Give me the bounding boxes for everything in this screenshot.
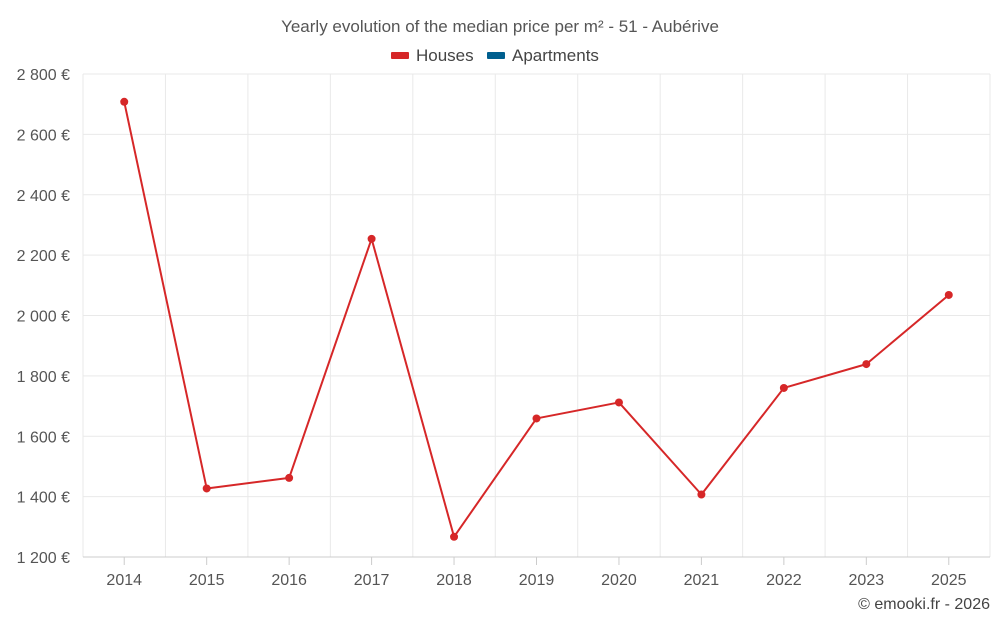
x-tick-label: 2015 <box>189 572 225 589</box>
legend-item-houses[interactable]: Houses <box>391 46 474 65</box>
data-point-houses[interactable] <box>779 383 788 392</box>
data-point-houses[interactable] <box>120 97 129 106</box>
y-tick-label: 2 200 € <box>17 248 70 265</box>
x-tick-label: 2022 <box>766 572 802 589</box>
y-tick-label: 1 800 € <box>17 369 70 386</box>
x-tick-label: 2014 <box>106 572 142 589</box>
data-point-houses[interactable] <box>285 473 294 482</box>
x-tick-label: 2018 <box>436 572 472 589</box>
x-tick-label: 2017 <box>354 572 390 589</box>
y-tick-label: 2 600 € <box>17 127 70 144</box>
x-tick-label: 2025 <box>931 572 967 589</box>
y-tick-label: 1 600 € <box>17 429 70 446</box>
y-tick-label: 1 400 € <box>17 490 70 507</box>
legend-item-apartments[interactable]: Apartments <box>487 46 599 65</box>
x-axis: 2014 2015 2016 2017 2018 2019 2020 2021 2022 2023… <box>83 556 990 589</box>
data-point-houses[interactable] <box>202 484 211 493</box>
credit-text: © emooki.fr - 2026 <box>858 596 990 613</box>
data-point-houses[interactable] <box>450 532 459 541</box>
y-tick-label: 2 000 € <box>17 309 70 326</box>
legend-swatch-houses <box>391 52 409 59</box>
data-point-houses[interactable] <box>697 490 706 499</box>
gridlines <box>82 73 991 557</box>
legend-label-apartments: Apartments <box>512 46 599 65</box>
data-point-houses[interactable] <box>532 414 541 423</box>
y-tick-label: 1 200 € <box>17 550 70 567</box>
legend-label-houses: Houses <box>416 46 474 65</box>
x-tick-label: 2016 <box>271 572 307 589</box>
chart-title: Yearly evolution of the median price per… <box>281 17 719 36</box>
x-tick-label: 2021 <box>684 572 720 589</box>
data-point-houses[interactable] <box>367 234 376 243</box>
y-axis: 1 200 € 1 400 € 1 600 € 1 800 € 2 000 € 2 200… <box>17 67 70 567</box>
x-tick-label: 2020 <box>601 572 637 589</box>
y-tick-label: 2 400 € <box>17 188 70 205</box>
x-tick-label: 2023 <box>849 572 885 589</box>
data-point-houses[interactable] <box>862 360 871 369</box>
data-point-houses[interactable] <box>944 290 953 299</box>
legend-swatch-apartments <box>487 52 505 59</box>
series-houses <box>120 97 953 541</box>
legend: Houses Apartments <box>391 46 599 65</box>
data-point-houses[interactable] <box>614 398 623 407</box>
x-tick-label: 2019 <box>519 572 555 589</box>
y-tick-label: 2 800 € <box>17 67 70 84</box>
